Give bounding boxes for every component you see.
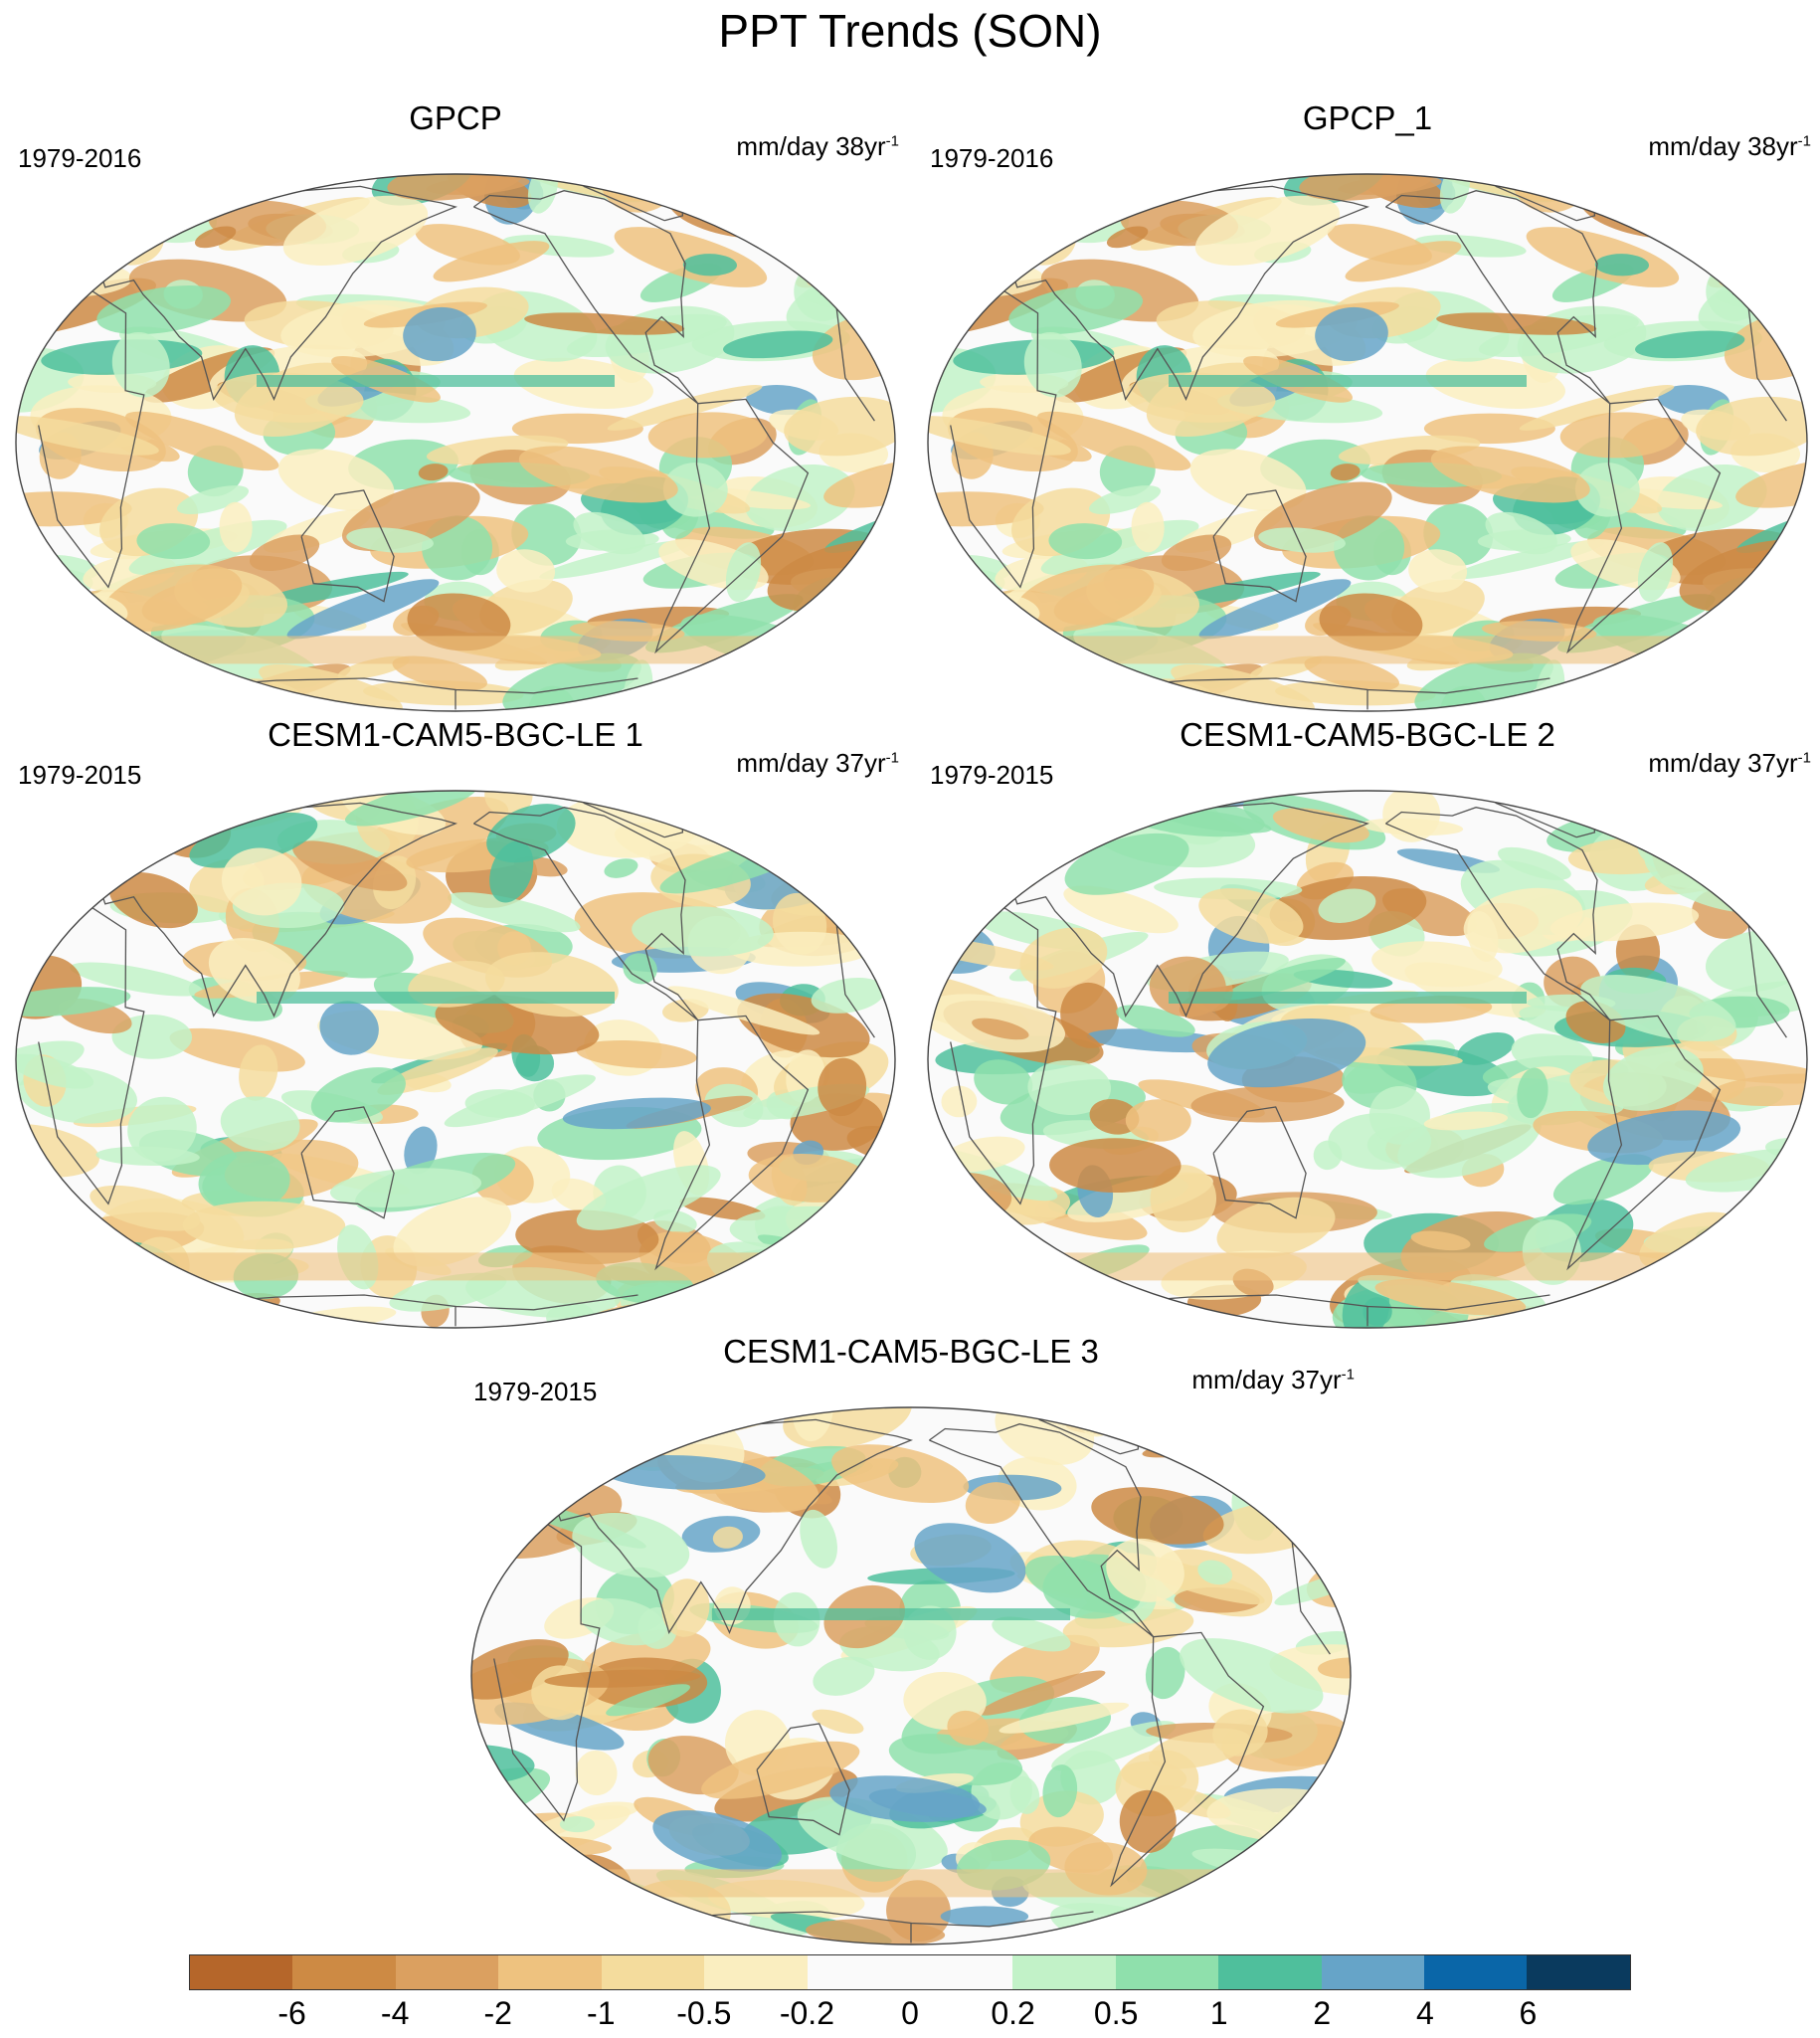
colorbar-box — [292, 1955, 396, 1989]
panel-title: CESM1-CAM5-BGC-LE 2 — [1180, 716, 1555, 753]
map-panel-cesm-2: CESM1-CAM5-BGC-LE 2 1979-2015 mm/day 37y… — [920, 716, 1815, 1333]
colorbar-tick-label: 0.5 — [1093, 1995, 1139, 2031]
world-map — [15, 173, 896, 712]
colorbar-tick-label: 1 — [1209, 1995, 1228, 2031]
colorbar-tick-label: 6 — [1519, 1995, 1538, 2031]
colorbar-box — [395, 1955, 499, 1989]
period-label: 1979-2016 — [18, 143, 142, 173]
figure-title: PPT Trends (SON) — [718, 5, 1102, 57]
colorbar-box — [498, 1955, 602, 1989]
map-panel-cesm-3: CESM1-CAM5-BGC-LE 3 1979-2015 mm/day 37y… — [463, 1333, 1359, 1949]
world-map — [927, 790, 1808, 1329]
colorbar-tick-label: 0.2 — [991, 1995, 1035, 2031]
colorbar-box — [1115, 1955, 1219, 1989]
colorbar-box — [704, 1955, 808, 1989]
colorbar-box — [190, 1955, 293, 1989]
colorbar-box — [1321, 1955, 1425, 1989]
units-label: mm/day 37yr-1 — [1648, 748, 1811, 778]
colorbar-labels: -6 -4 -2 -1 -0.5 -0.2 0 0.2 0.5 1 2 4 6 — [189, 1995, 1631, 2035]
units-label: mm/day 38yr-1 — [736, 131, 899, 161]
colorbar-box — [601, 1955, 705, 1989]
panel-title: GPCP_1 — [1302, 99, 1433, 136]
units-label: mm/day 38yr-1 — [1648, 131, 1811, 161]
colorbar-box — [1424, 1955, 1528, 1989]
colorbar-box — [909, 1955, 1013, 1989]
colorbar-tick-label: -2 — [483, 1995, 512, 2031]
colorbar-box — [1527, 1955, 1630, 1989]
map-panel-gpcp: GPCP 1979-2016 mm/day 38yr-1 — [8, 99, 903, 716]
colorbar-tick-label: -4 — [380, 1995, 410, 2031]
panel-title: CESM1-CAM5-BGC-LE 1 — [268, 716, 643, 753]
colorbar-tick-label: 2 — [1313, 1995, 1332, 2031]
world-map — [15, 790, 896, 1329]
period-label: 1979-2015 — [930, 760, 1054, 790]
map-panel-cesm-1: CESM1-CAM5-BGC-LE 1 1979-2015 mm/day 37y… — [8, 716, 903, 1333]
period-label: 1979-2016 — [930, 143, 1054, 173]
world-map — [927, 173, 1808, 712]
colorbar-tick-label: -0.5 — [676, 1995, 732, 2031]
colorbar-tick-label: 4 — [1415, 1995, 1434, 2031]
colorbar-tick-label: 0 — [901, 1995, 919, 2031]
colorbar-box — [1218, 1955, 1322, 1989]
map-panel-gpcp-1: GPCP_1 1979-2016 mm/day 38yr-1 — [920, 99, 1815, 716]
period-label: 1979-2015 — [18, 760, 142, 790]
colorbar — [189, 1954, 1631, 1990]
colorbar-tick-label: -6 — [277, 1995, 306, 2031]
panel-title: GPCP — [409, 99, 502, 136]
colorbar-box — [807, 1955, 910, 1989]
colorbar-box — [1012, 1955, 1116, 1989]
world-map — [470, 1406, 1352, 1945]
units-label: mm/day 37yr-1 — [736, 748, 899, 778]
colorbar-tick-label: -1 — [587, 1995, 616, 2031]
panel-title: CESM1-CAM5-BGC-LE 3 — [723, 1333, 1099, 1370]
units-label: mm/day 37yr-1 — [1191, 1365, 1355, 1394]
period-label: 1979-2015 — [473, 1377, 598, 1406]
colorbar-tick-label: -0.2 — [779, 1995, 834, 2031]
